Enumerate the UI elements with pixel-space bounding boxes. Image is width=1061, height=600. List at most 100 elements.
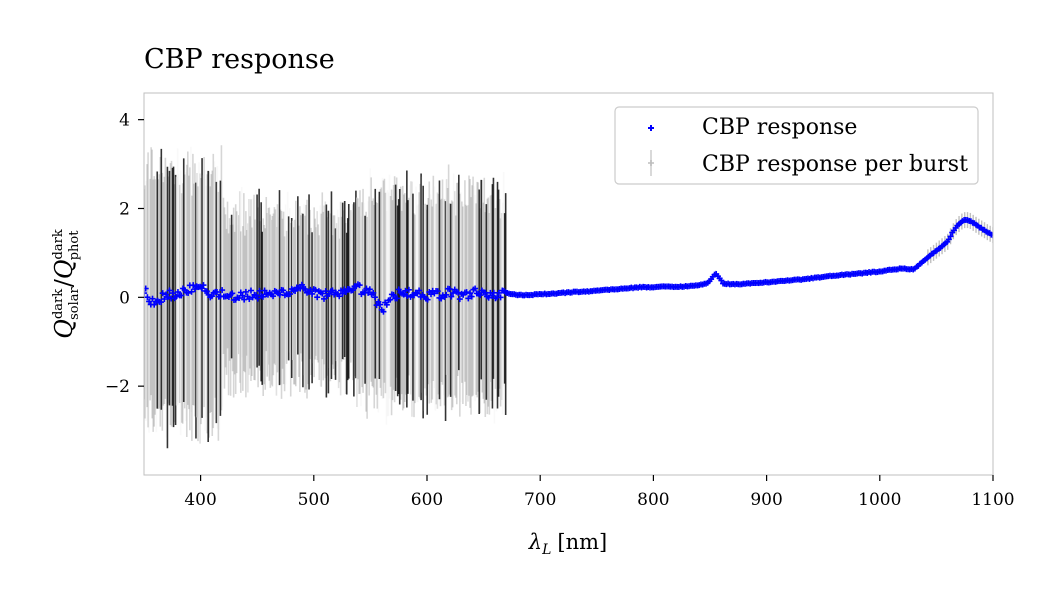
y-axis: 4 2 0 −2 <box>105 111 144 397</box>
response-point <box>314 294 321 301</box>
x-axis-label: λL [nm] <box>528 530 607 558</box>
plot-area <box>144 145 993 449</box>
legend-label-response: CBP response <box>702 115 857 140</box>
response-point <box>242 288 249 295</box>
y-label-numerator: Q <box>50 319 78 339</box>
response-point <box>456 296 463 303</box>
response-point <box>380 308 387 315</box>
response-point <box>438 295 445 302</box>
response-point <box>208 293 215 300</box>
response-series <box>144 216 993 315</box>
response-point <box>990 232 993 239</box>
response-point <box>247 287 254 294</box>
response-point <box>468 293 475 300</box>
response-point <box>237 289 244 296</box>
response-point <box>312 286 319 293</box>
response-point <box>320 295 327 302</box>
y-label-numerator-sub: solar <box>67 286 82 319</box>
response-point <box>229 290 236 297</box>
response-point <box>280 287 287 294</box>
response-point <box>146 298 153 305</box>
response-point <box>178 292 185 299</box>
response-point <box>390 291 397 298</box>
response-point <box>472 285 479 292</box>
response-point <box>188 288 195 295</box>
legend: CBP response CBP response per burst <box>614 106 979 185</box>
response-point <box>256 287 263 294</box>
response-point <box>149 295 156 302</box>
response-point <box>349 287 356 294</box>
response-point <box>214 289 221 296</box>
response-point <box>495 289 502 296</box>
response-point <box>144 290 147 297</box>
response-point <box>356 282 363 289</box>
response-point <box>485 294 492 301</box>
response-point <box>287 291 294 298</box>
x-tick-label: 600 <box>411 490 443 510</box>
x-tick-label: 1100 <box>971 490 1014 510</box>
legend-marker-response <box>648 125 654 131</box>
response-point <box>166 287 173 294</box>
response-point <box>319 290 326 297</box>
response-point <box>219 287 226 294</box>
response-point <box>463 289 470 296</box>
y-label-denominator: Q <box>50 259 78 279</box>
x-tick-label: 700 <box>524 490 556 510</box>
response-point <box>394 295 401 302</box>
response-point <box>144 285 149 292</box>
response-point <box>161 295 168 302</box>
legend-marker-per-burst <box>648 150 654 176</box>
x-tick-label: 400 <box>184 490 216 510</box>
response-point <box>414 290 421 297</box>
x-axis-label-unit: [nm] <box>557 530 607 554</box>
response-point <box>292 287 299 294</box>
response-point <box>200 282 207 289</box>
response-point <box>157 299 164 306</box>
response-point <box>377 301 384 308</box>
legend-label-per-burst: CBP response per burst <box>702 152 968 177</box>
response-point <box>450 290 457 297</box>
response-point <box>276 291 283 298</box>
response-point <box>241 296 248 303</box>
response-point <box>366 286 373 293</box>
response-point <box>383 301 390 308</box>
response-point <box>253 292 260 299</box>
response-point <box>164 294 171 301</box>
response-point <box>259 293 266 300</box>
legend-box <box>614 106 979 185</box>
response-point <box>443 291 450 298</box>
response-point <box>190 282 197 289</box>
plot-frame <box>143 92 994 476</box>
response-point <box>416 287 423 294</box>
y-label-denominator-sub: phot <box>67 230 82 261</box>
response-point <box>370 289 377 296</box>
response-point <box>173 293 180 300</box>
response-point <box>947 233 954 240</box>
chart-title: CBP response <box>144 44 335 75</box>
y-tick-label: 0 <box>119 288 130 308</box>
response-point <box>718 277 725 284</box>
x-tick-label: 500 <box>298 490 330 510</box>
response-point <box>144 294 151 301</box>
response-point <box>169 290 176 297</box>
x-tick-label: 900 <box>750 490 782 510</box>
response-point <box>339 290 346 297</box>
response-point <box>490 289 497 296</box>
response-point <box>343 288 350 295</box>
response-point <box>365 289 372 296</box>
x-axis: 400 500 600 700 800 900 1000 1100 <box>184 475 1015 510</box>
response-point <box>434 288 441 295</box>
response-point <box>448 293 455 300</box>
response-point <box>404 292 411 299</box>
response-point <box>387 296 394 303</box>
response-point <box>371 294 378 301</box>
y-label-separator: / <box>50 278 78 287</box>
response-point <box>236 295 243 302</box>
response-point <box>302 286 309 293</box>
response-point <box>465 295 472 302</box>
x-tick-label: 800 <box>637 490 669 510</box>
y-label-denominator-sup: dark <box>51 229 66 259</box>
response-point <box>424 296 431 303</box>
x-axis-label-subscript: L <box>541 542 551 558</box>
